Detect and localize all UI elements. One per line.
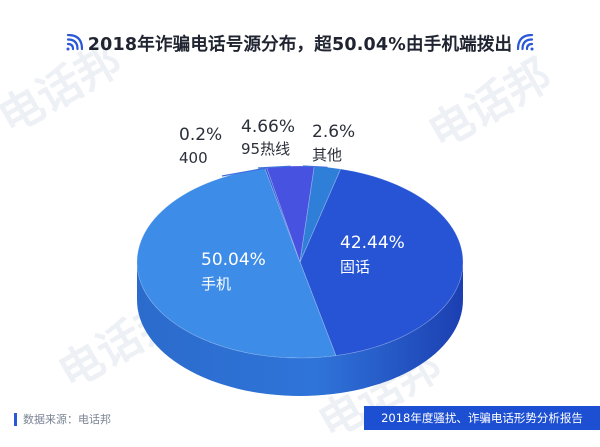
signal-icon (66, 34, 83, 51)
source-text: 数据来源：电话邦 (23, 413, 111, 426)
pie-slice-1 (136, 167, 337, 359)
label-value-landline: 42.44% (340, 233, 405, 253)
label-value-other: 2.6% (312, 122, 355, 142)
label-value-400: 0.2% (179, 125, 222, 145)
pie-slice-0 (299, 168, 464, 357)
source-accent-bar (14, 412, 17, 426)
report-title: 2018年度骚扰、诈骗电话形势分析报告 (381, 411, 583, 425)
leader-line-3 (257, 165, 291, 169)
slice-labels: 0.2% 400 4.66% 95热线 2.6% 其他 42.44% 固话 50… (179, 117, 405, 293)
label-name-landline: 固话 (340, 258, 370, 276)
report-banner: 2018年度骚扰、诈骗电话形势分析报告 (364, 406, 600, 430)
label-name-other: 其他 (312, 146, 342, 164)
pie-side (137, 262, 463, 396)
label-value-mobile: 50.04% (201, 250, 266, 270)
label-name-400: 400 (179, 149, 208, 167)
label-name-mobile: 手机 (201, 275, 231, 293)
watermark-text: 电话邦 (420, 49, 560, 159)
data-source: 数据来源：电话邦 (14, 412, 111, 426)
pie-slices (136, 165, 464, 359)
label-value-95: 4.66% (241, 117, 295, 137)
leader-line-4 (302, 165, 328, 168)
leader-line-2 (221, 167, 266, 177)
leader-lines (221, 165, 328, 177)
label-name-95: 95热线 (241, 140, 290, 158)
title-row: 2018年诈骗电话号源分布，超50.04%由手机端拨出 (0, 28, 600, 58)
signal-icon (517, 34, 534, 51)
chart-title: 2018年诈骗电话号源分布，超50.04%由手机端拨出 (87, 34, 513, 55)
